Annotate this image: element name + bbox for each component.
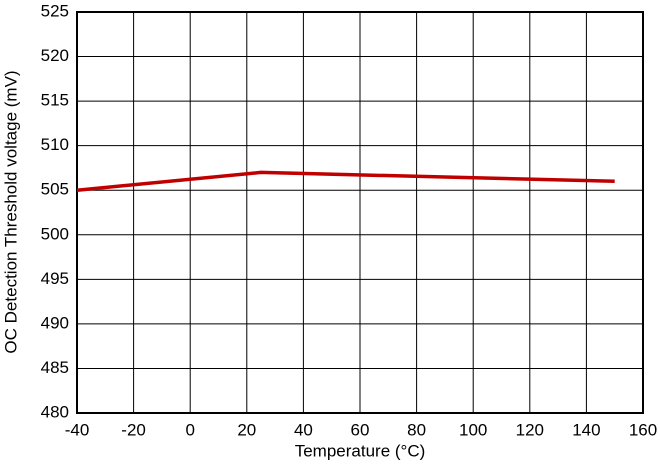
x-tick-label: 20 — [237, 420, 256, 439]
x-tick-label: 160 — [629, 420, 657, 439]
x-tick-label: 120 — [516, 420, 544, 439]
data-line — [76, 170, 615, 192]
y-tick-label: 490 — [41, 313, 69, 332]
x-tick-label: -20 — [121, 420, 146, 439]
y-axis-label: OC Detection Threshold voltage (mV) — [1, 70, 20, 353]
x-tick-label: -40 — [65, 420, 90, 439]
x-tick-label: 0 — [185, 420, 194, 439]
y-tick-label: 485 — [41, 358, 69, 377]
x-tick-label: 100 — [459, 420, 487, 439]
x-tick-label: 60 — [351, 420, 370, 439]
y-tick-label: 500 — [41, 224, 69, 243]
y-tick-label: 515 — [41, 91, 69, 110]
x-axis-label: Temperature (°C) — [295, 441, 426, 460]
y-tick-label: 495 — [41, 269, 69, 288]
y-tick-label: 525 — [41, 1, 69, 20]
plot-border — [76, 11, 644, 414]
x-tick-label: 140 — [572, 420, 600, 439]
y-tick-label: 510 — [41, 135, 69, 154]
x-tick-label: 40 — [294, 420, 313, 439]
y-tick-label: 520 — [41, 46, 69, 65]
x-tick-label: 80 — [407, 420, 426, 439]
y-tick-label: 505 — [41, 180, 69, 199]
y-tick-label: 480 — [41, 402, 69, 421]
